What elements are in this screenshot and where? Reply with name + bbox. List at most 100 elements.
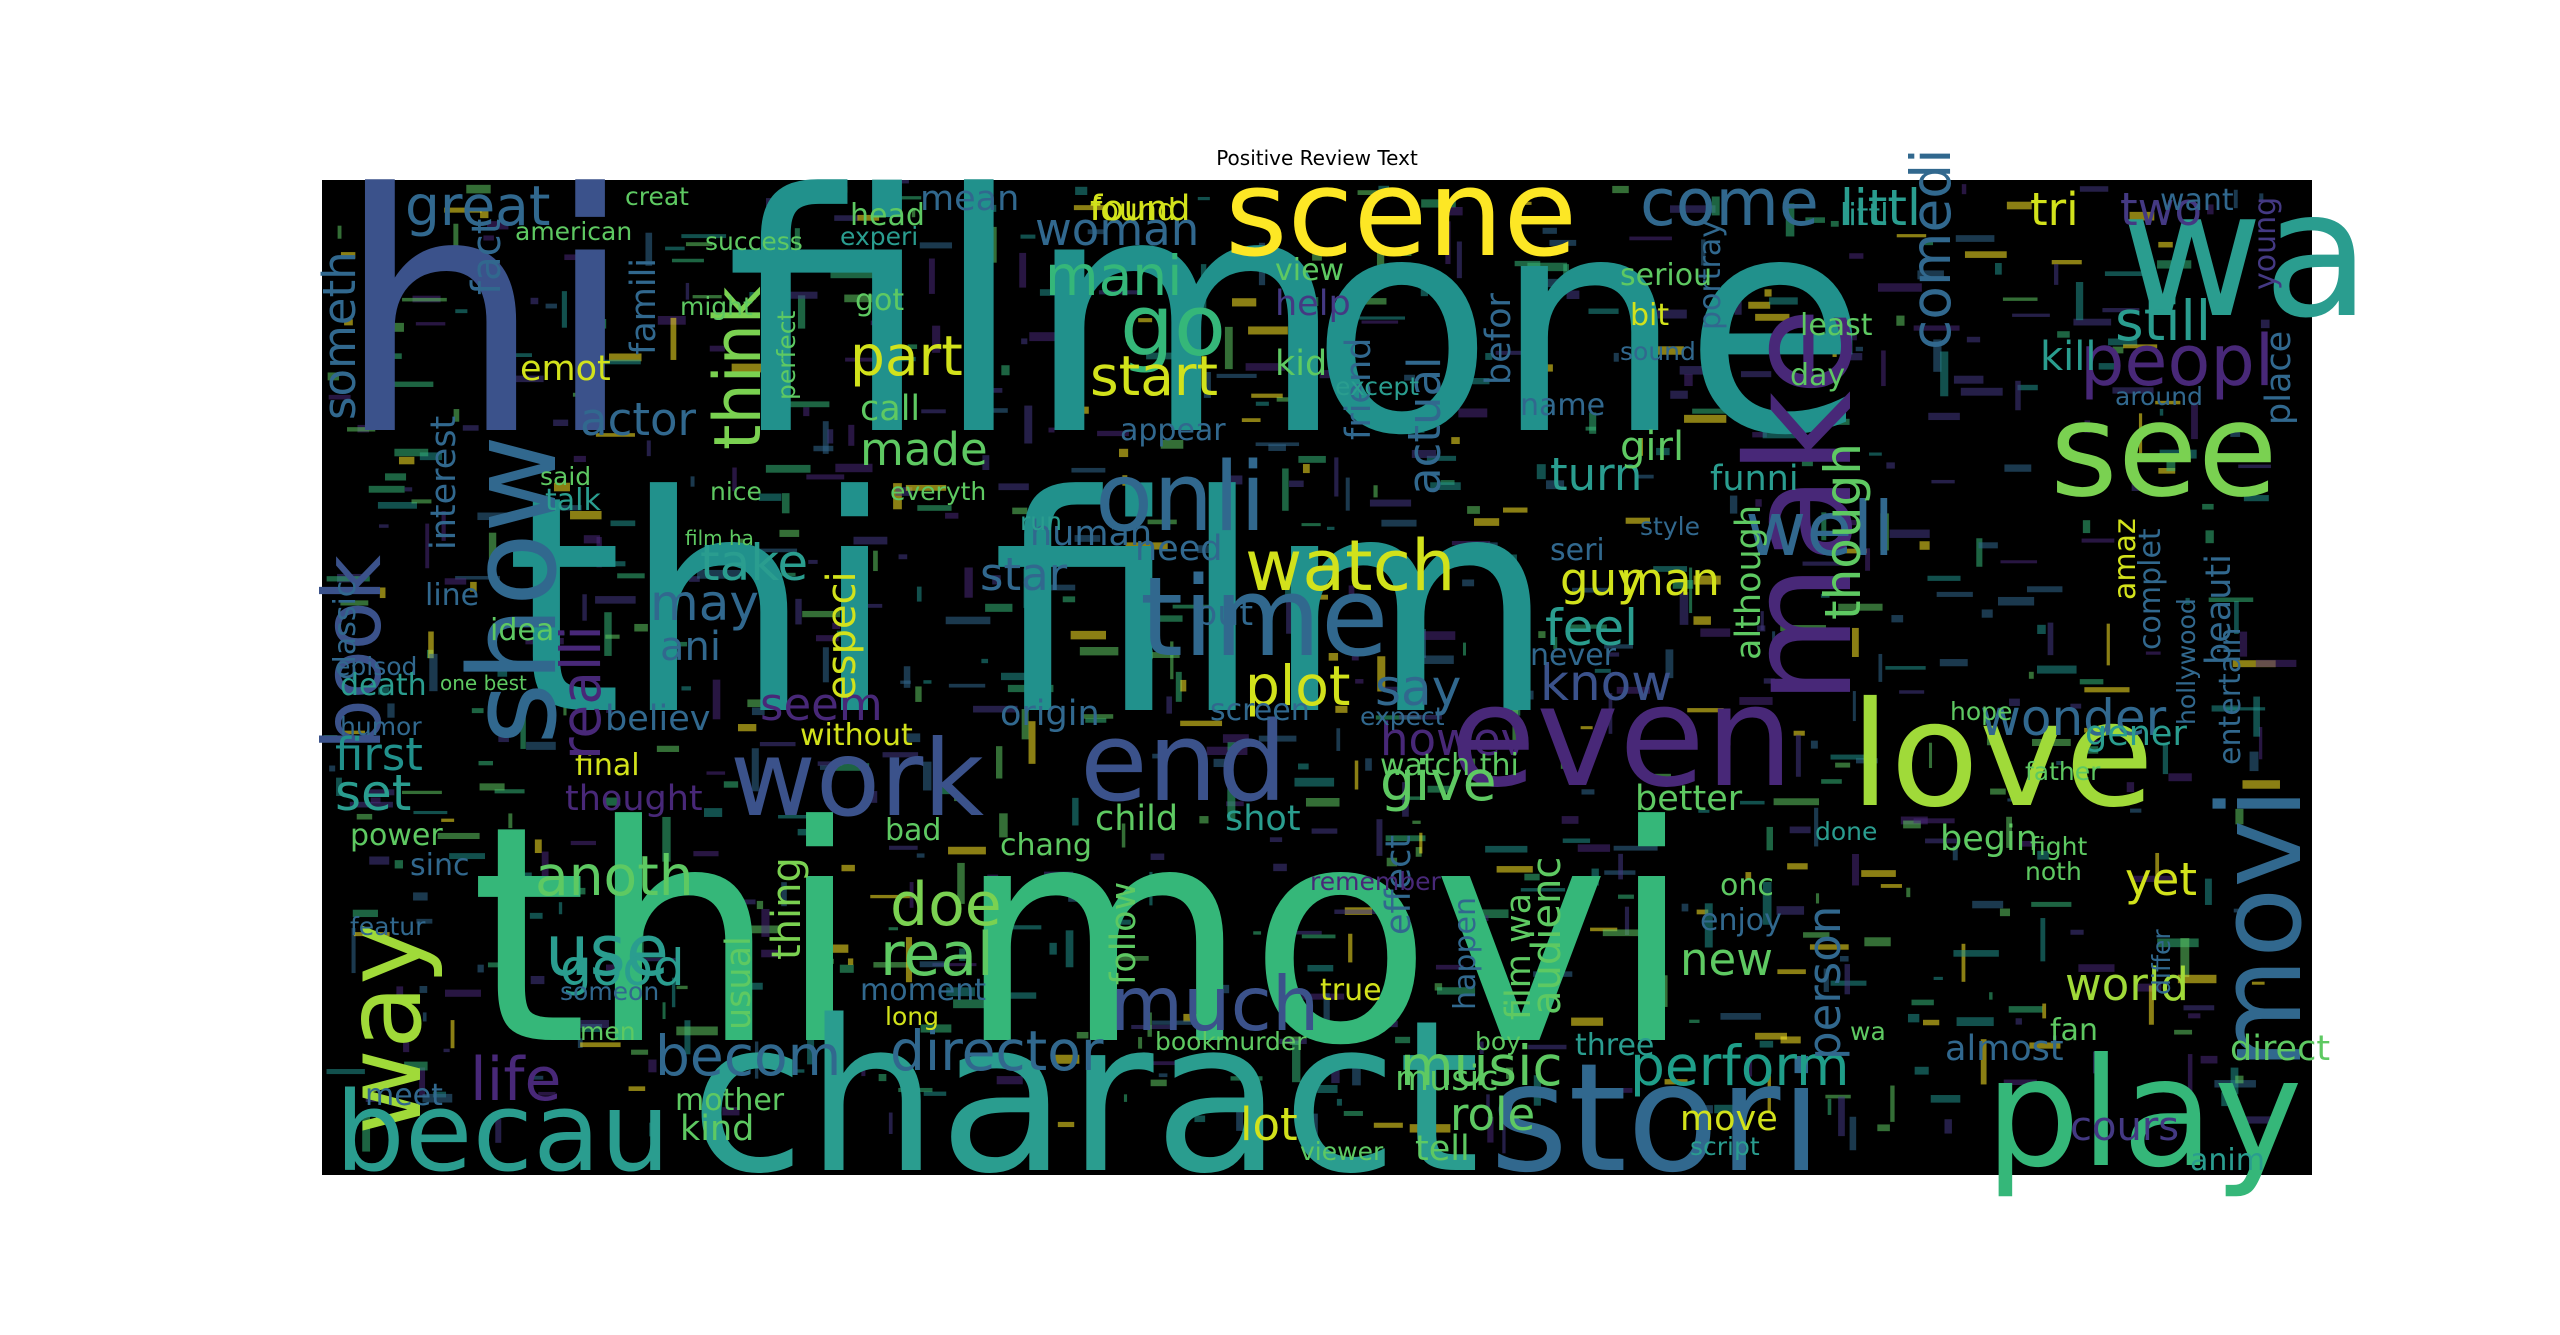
word-realli: realli bbox=[549, 625, 613, 760]
word-someon: someon bbox=[560, 977, 659, 1006]
word-move: move bbox=[1680, 1099, 1778, 1139]
word-sound: sound bbox=[1620, 337, 1696, 366]
word-follow: follow bbox=[1104, 882, 1144, 985]
word-expect: expect bbox=[1360, 702, 1445, 731]
word-mean: mean bbox=[920, 179, 1019, 219]
word-thought: thought bbox=[565, 779, 703, 819]
word-around: around bbox=[2115, 382, 2203, 411]
word-emot: emot bbox=[520, 349, 611, 389]
word-perform: perform bbox=[1630, 1034, 1850, 1098]
word-style: style bbox=[1640, 512, 1700, 541]
word-show: show bbox=[445, 435, 584, 745]
word-world: world bbox=[2065, 958, 2189, 1011]
word-take: take bbox=[700, 534, 808, 592]
word-done: done bbox=[1815, 817, 1877, 846]
word-role: role bbox=[1450, 1088, 1535, 1141]
word-seem: seem bbox=[760, 678, 883, 731]
word-befor: befor bbox=[1479, 293, 1519, 385]
word-featur: featur bbox=[350, 912, 426, 941]
word-see: see bbox=[2050, 374, 2278, 526]
word-found: found bbox=[1090, 193, 1176, 228]
word-view: view bbox=[1275, 253, 1344, 288]
word-kill: kill bbox=[2040, 334, 2097, 380]
word-comedi: comedi bbox=[1899, 149, 1963, 351]
word-way: way bbox=[323, 923, 445, 1135]
word-book: book bbox=[306, 554, 399, 750]
word-turn: turn bbox=[1550, 448, 1642, 501]
word-believ: believ bbox=[605, 699, 710, 739]
word-becom: becom bbox=[655, 1024, 841, 1088]
word-run: run bbox=[1020, 507, 1062, 536]
word-one-best: one best bbox=[440, 671, 527, 695]
word-idea: idea bbox=[490, 613, 554, 648]
word-although: although bbox=[1729, 505, 1769, 660]
word-film: film bbox=[725, 124, 1346, 508]
word-famili: famili bbox=[624, 258, 664, 355]
word-film-wa: film wa bbox=[1499, 893, 1539, 1020]
word-never: never bbox=[1530, 638, 1617, 673]
word-work: work bbox=[730, 718, 984, 840]
word-hollywood: hollywood bbox=[2172, 598, 2201, 725]
word-kid: kid bbox=[1275, 344, 1327, 384]
word-actual: actual bbox=[1398, 356, 1451, 495]
word-better: better bbox=[1635, 779, 1743, 819]
word-mother: mother bbox=[675, 1083, 785, 1118]
word-viewer: viewer bbox=[1300, 1137, 1384, 1166]
word-end: end bbox=[1080, 698, 1287, 826]
word-onli: onli bbox=[1095, 443, 1266, 553]
word-sinc: sinc bbox=[410, 848, 469, 883]
word-littl: littl bbox=[1840, 179, 1921, 237]
word-boy: boy bbox=[1475, 1027, 1521, 1056]
word-onc: onc bbox=[1720, 868, 1774, 903]
word-script: script bbox=[1690, 1132, 1760, 1161]
word-head: head bbox=[850, 198, 925, 233]
word-father: father bbox=[2025, 757, 2101, 786]
word-three: three bbox=[1575, 1028, 1654, 1063]
word-music: music bbox=[1400, 1034, 1563, 1098]
word-go: go bbox=[1120, 277, 1226, 376]
word-child: child bbox=[1095, 799, 1178, 839]
word-american: american bbox=[515, 217, 632, 246]
word-mani: mani bbox=[1045, 244, 1182, 308]
word-power: power bbox=[350, 818, 443, 853]
word-said: said bbox=[540, 462, 591, 491]
word-final: final bbox=[575, 748, 640, 783]
word-need: need bbox=[1135, 529, 1222, 569]
word-everyth: everyth bbox=[890, 477, 986, 506]
word-thing: thing bbox=[764, 857, 810, 960]
word-tri: tri bbox=[2030, 183, 2079, 236]
word-found: found bbox=[1090, 189, 1190, 229]
word-long: long bbox=[885, 1002, 939, 1031]
word-thi-film: thi film bbox=[505, 432, 1556, 781]
word-wa: wa bbox=[2120, 154, 2370, 357]
word-wonder: wonder bbox=[1980, 689, 2167, 747]
word-direct: direct bbox=[2230, 1029, 2330, 1069]
word-man: man bbox=[1620, 553, 1720, 606]
word-beauti: beauti bbox=[2199, 554, 2239, 665]
word-first: first bbox=[335, 728, 423, 781]
word-origin: origin bbox=[1000, 694, 1100, 734]
word-chang: chang bbox=[1000, 828, 1092, 863]
word-talk: talk bbox=[545, 483, 601, 518]
word-day: day bbox=[1790, 358, 1845, 393]
word-put: put bbox=[1195, 594, 1253, 634]
word-especi: especi bbox=[819, 571, 865, 700]
word-though: though bbox=[1814, 443, 1872, 620]
word-least: least bbox=[1800, 308, 1873, 343]
word-differ: differ bbox=[2147, 929, 2176, 995]
word-success: success bbox=[705, 227, 803, 256]
word-death: death bbox=[340, 668, 427, 703]
word-anoth: anoth bbox=[535, 844, 694, 908]
word-much: much bbox=[1110, 960, 1319, 1048]
word-bit: bit bbox=[1630, 298, 1669, 333]
word-make: make bbox=[1716, 307, 1885, 705]
word-know: know bbox=[1540, 654, 1672, 712]
word-experi: experi bbox=[840, 222, 918, 251]
word-human: human bbox=[1030, 514, 1152, 554]
word-fight: fight bbox=[2030, 832, 2087, 861]
word-want: want bbox=[2160, 183, 2234, 218]
word-men: men bbox=[580, 1017, 636, 1046]
word-begin: begin bbox=[1940, 819, 2038, 859]
word-feel: feel bbox=[1545, 599, 1638, 657]
word-play: play bbox=[1985, 1027, 2303, 1201]
